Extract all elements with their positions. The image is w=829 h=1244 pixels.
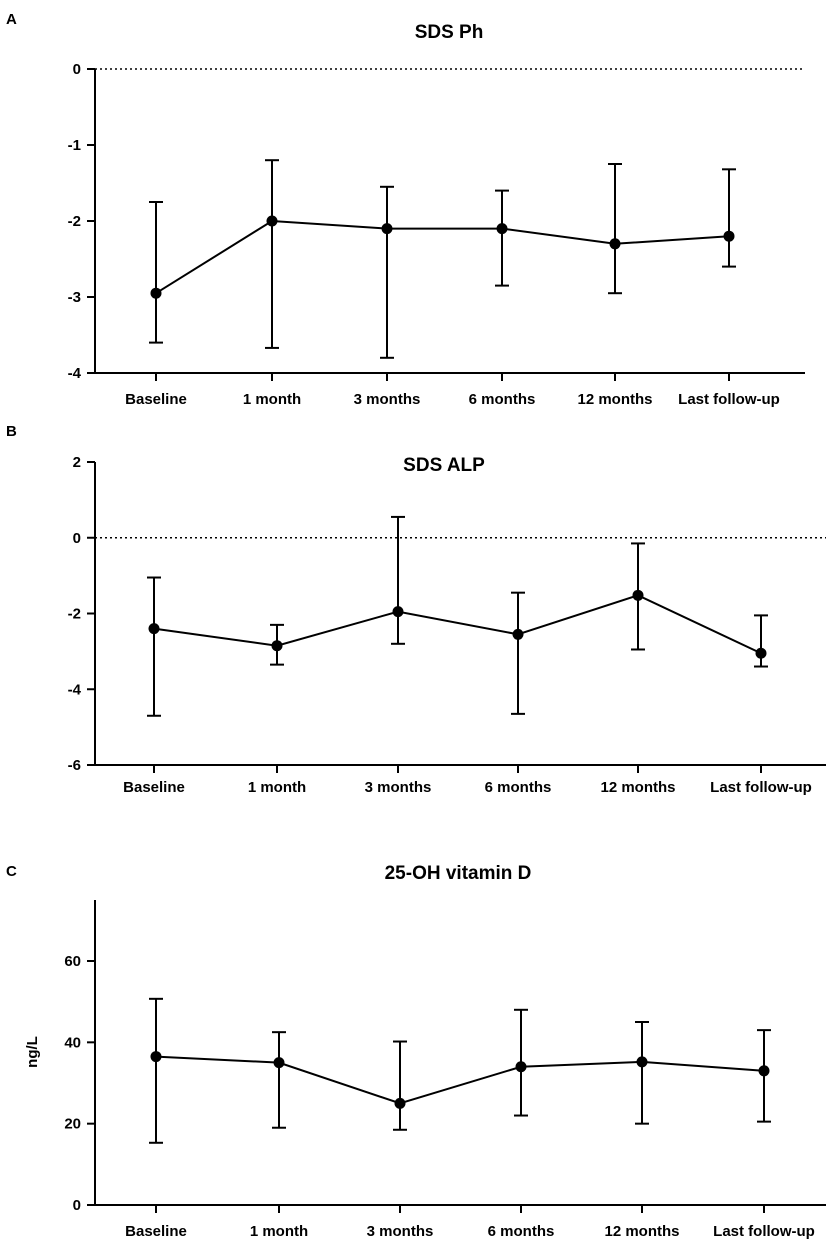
data-point-b [512, 628, 524, 640]
y-tick-label-c: 20 [64, 1116, 81, 1133]
x-tick-label-b: Baseline [123, 779, 185, 796]
series-line-b [153, 594, 762, 655]
panel-b: B SDS ALP 2 0 -2 -4 -6 Baseline 1 month 3 month… [6, 423, 826, 796]
x-tick-label-a: 3 months [354, 391, 421, 408]
data-point-c [394, 1097, 406, 1109]
data-point-b [271, 640, 283, 652]
y-axis-label-c: ng/L [24, 1036, 41, 1068]
y-tick-label-c: 40 [64, 1034, 81, 1051]
x-tick-label-c: 12 months [604, 1223, 679, 1240]
data-point-c [515, 1061, 527, 1073]
data-point-a [496, 223, 508, 235]
y-tick-label-b: 2 [73, 454, 81, 471]
x-tick-label-a: Last follow-up [678, 391, 780, 408]
panel-a: A SDS Ph 0 -1 -2 -3 -4 Baseline 1 month 3 month… [6, 11, 805, 408]
data-point-a [609, 238, 621, 250]
x-tick-label-a: 1 month [243, 391, 301, 408]
panel-c: C 25-OH vitamin D ng/L 60 40 20 0 Baseline 1 … [6, 863, 826, 1240]
x-tick-label-b: 12 months [600, 779, 675, 796]
y-tick-label-b: -6 [68, 757, 81, 774]
y-tick-label-c: 60 [64, 953, 81, 970]
chart-title-a: SDS Ph [415, 22, 484, 43]
y-tick-label-a: -1 [68, 137, 81, 154]
chart-title-c: 25-OH vitamin D [385, 863, 532, 884]
y-tick-label-b: -4 [68, 681, 82, 698]
panel-letter-b: B [6, 423, 17, 440]
chart-title-b: SDS ALP [403, 455, 485, 476]
panel-letter-c: C [6, 863, 17, 880]
y-tick-label-a: -4 [68, 365, 82, 382]
data-point-c [636, 1056, 648, 1068]
y-tick-label-a: -3 [68, 289, 81, 306]
x-tick-label-a: 6 months [469, 391, 536, 408]
data-point-a [266, 215, 278, 227]
x-tick-label-c: Last follow-up [713, 1223, 815, 1240]
x-tick-label-b: 1 month [248, 779, 306, 796]
x-tick-label-b: Last follow-up [710, 779, 812, 796]
y-tick-label-c: 0 [73, 1197, 81, 1214]
x-tick-label-c: Baseline [125, 1223, 187, 1240]
x-tick-label-a: 12 months [577, 391, 652, 408]
series-line-c [155, 1055, 765, 1105]
y-tick-label-a: -2 [68, 213, 81, 230]
series-line-a [155, 219, 730, 295]
data-point-a [381, 223, 393, 235]
data-point-c [273, 1057, 285, 1069]
y-tick-label-a: 0 [73, 61, 81, 78]
data-point-c [758, 1065, 770, 1077]
data-point-b [632, 589, 644, 601]
y-tick-label-b: -2 [68, 606, 81, 623]
data-point-a [150, 287, 162, 299]
x-tick-label-b: 3 months [365, 779, 432, 796]
x-tick-label-c: 3 months [367, 1223, 434, 1240]
data-point-c [150, 1051, 162, 1063]
data-point-b [148, 623, 160, 635]
x-tick-label-c: 6 months [488, 1223, 555, 1240]
y-tick-label-b: 0 [73, 530, 81, 547]
data-point-b [392, 606, 404, 618]
x-tick-label-b: 6 months [485, 779, 552, 796]
data-point-a [723, 230, 735, 242]
data-point-b [755, 647, 767, 659]
x-tick-label-a: Baseline [125, 391, 187, 408]
x-tick-label-c: 1 month [250, 1223, 308, 1240]
panel-letter-a: A [6, 11, 17, 28]
